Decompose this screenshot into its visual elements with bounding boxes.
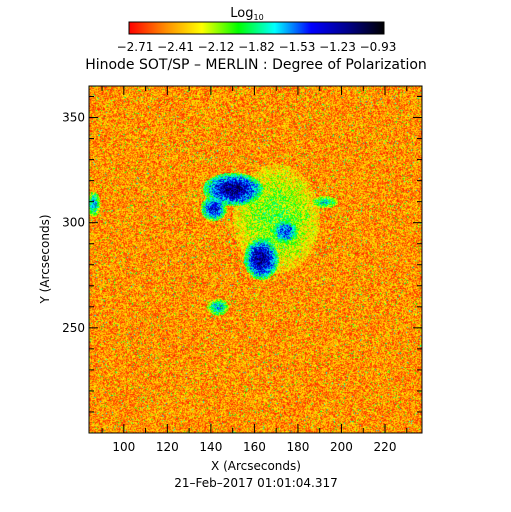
colorbar-tick-label: −2.12: [198, 40, 235, 54]
polarization-heatmap: [89, 86, 422, 433]
x-axis-label: X (Arcseconds): [211, 459, 301, 473]
colorbar-tick-label: −2.41: [157, 40, 194, 54]
colorbar-tick-labels: −2.71 −2.41 −2.12 −1.82 −1.53 −1.23 −0.93: [117, 40, 397, 54]
colorbar-tick-label: −1.23: [319, 40, 356, 54]
x-tick-label: 140: [199, 440, 222, 454]
colorbar-tick-label: −0.93: [360, 40, 397, 54]
colorbar-label: Log10: [230, 6, 263, 22]
x-tick-label: 180: [286, 440, 309, 454]
x-tick-label: 200: [330, 440, 353, 454]
y-axis-label: Y (Arcseconds): [38, 214, 52, 304]
y-tick-label: 300: [62, 216, 85, 230]
x-tick-label: 120: [156, 440, 179, 454]
x-tick-label: 100: [112, 440, 135, 454]
y-tick-label: 250: [62, 321, 85, 335]
y-tick-label: 350: [62, 111, 85, 125]
timestamp: 21–Feb–2017 01:01:04.317: [174, 476, 337, 490]
y-axis: 250 300 350: [62, 96, 422, 434]
colorbar-tick-label: −1.53: [279, 40, 316, 54]
colorbar-tick-label: −1.82: [238, 40, 275, 54]
x-axis: 100 120 140 160 180 200 220: [101, 86, 408, 454]
x-tick-label: 220: [374, 440, 397, 454]
plot-frame: [88, 85, 423, 434]
colorbar-tick-label: −2.71: [117, 40, 154, 54]
colorbar: [128, 21, 385, 35]
x-tick-label: 160: [243, 440, 266, 454]
chart-title: Hinode SOT/SP – MERLIN : Degree of Polar…: [85, 57, 427, 73]
